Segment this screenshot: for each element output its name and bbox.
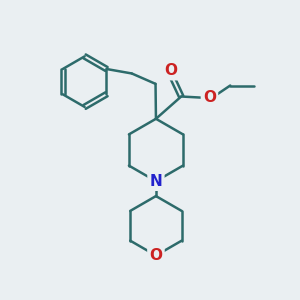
Text: O: O	[203, 90, 216, 105]
Text: N: N	[150, 174, 162, 189]
Text: O: O	[149, 248, 162, 263]
Text: O: O	[164, 63, 177, 78]
